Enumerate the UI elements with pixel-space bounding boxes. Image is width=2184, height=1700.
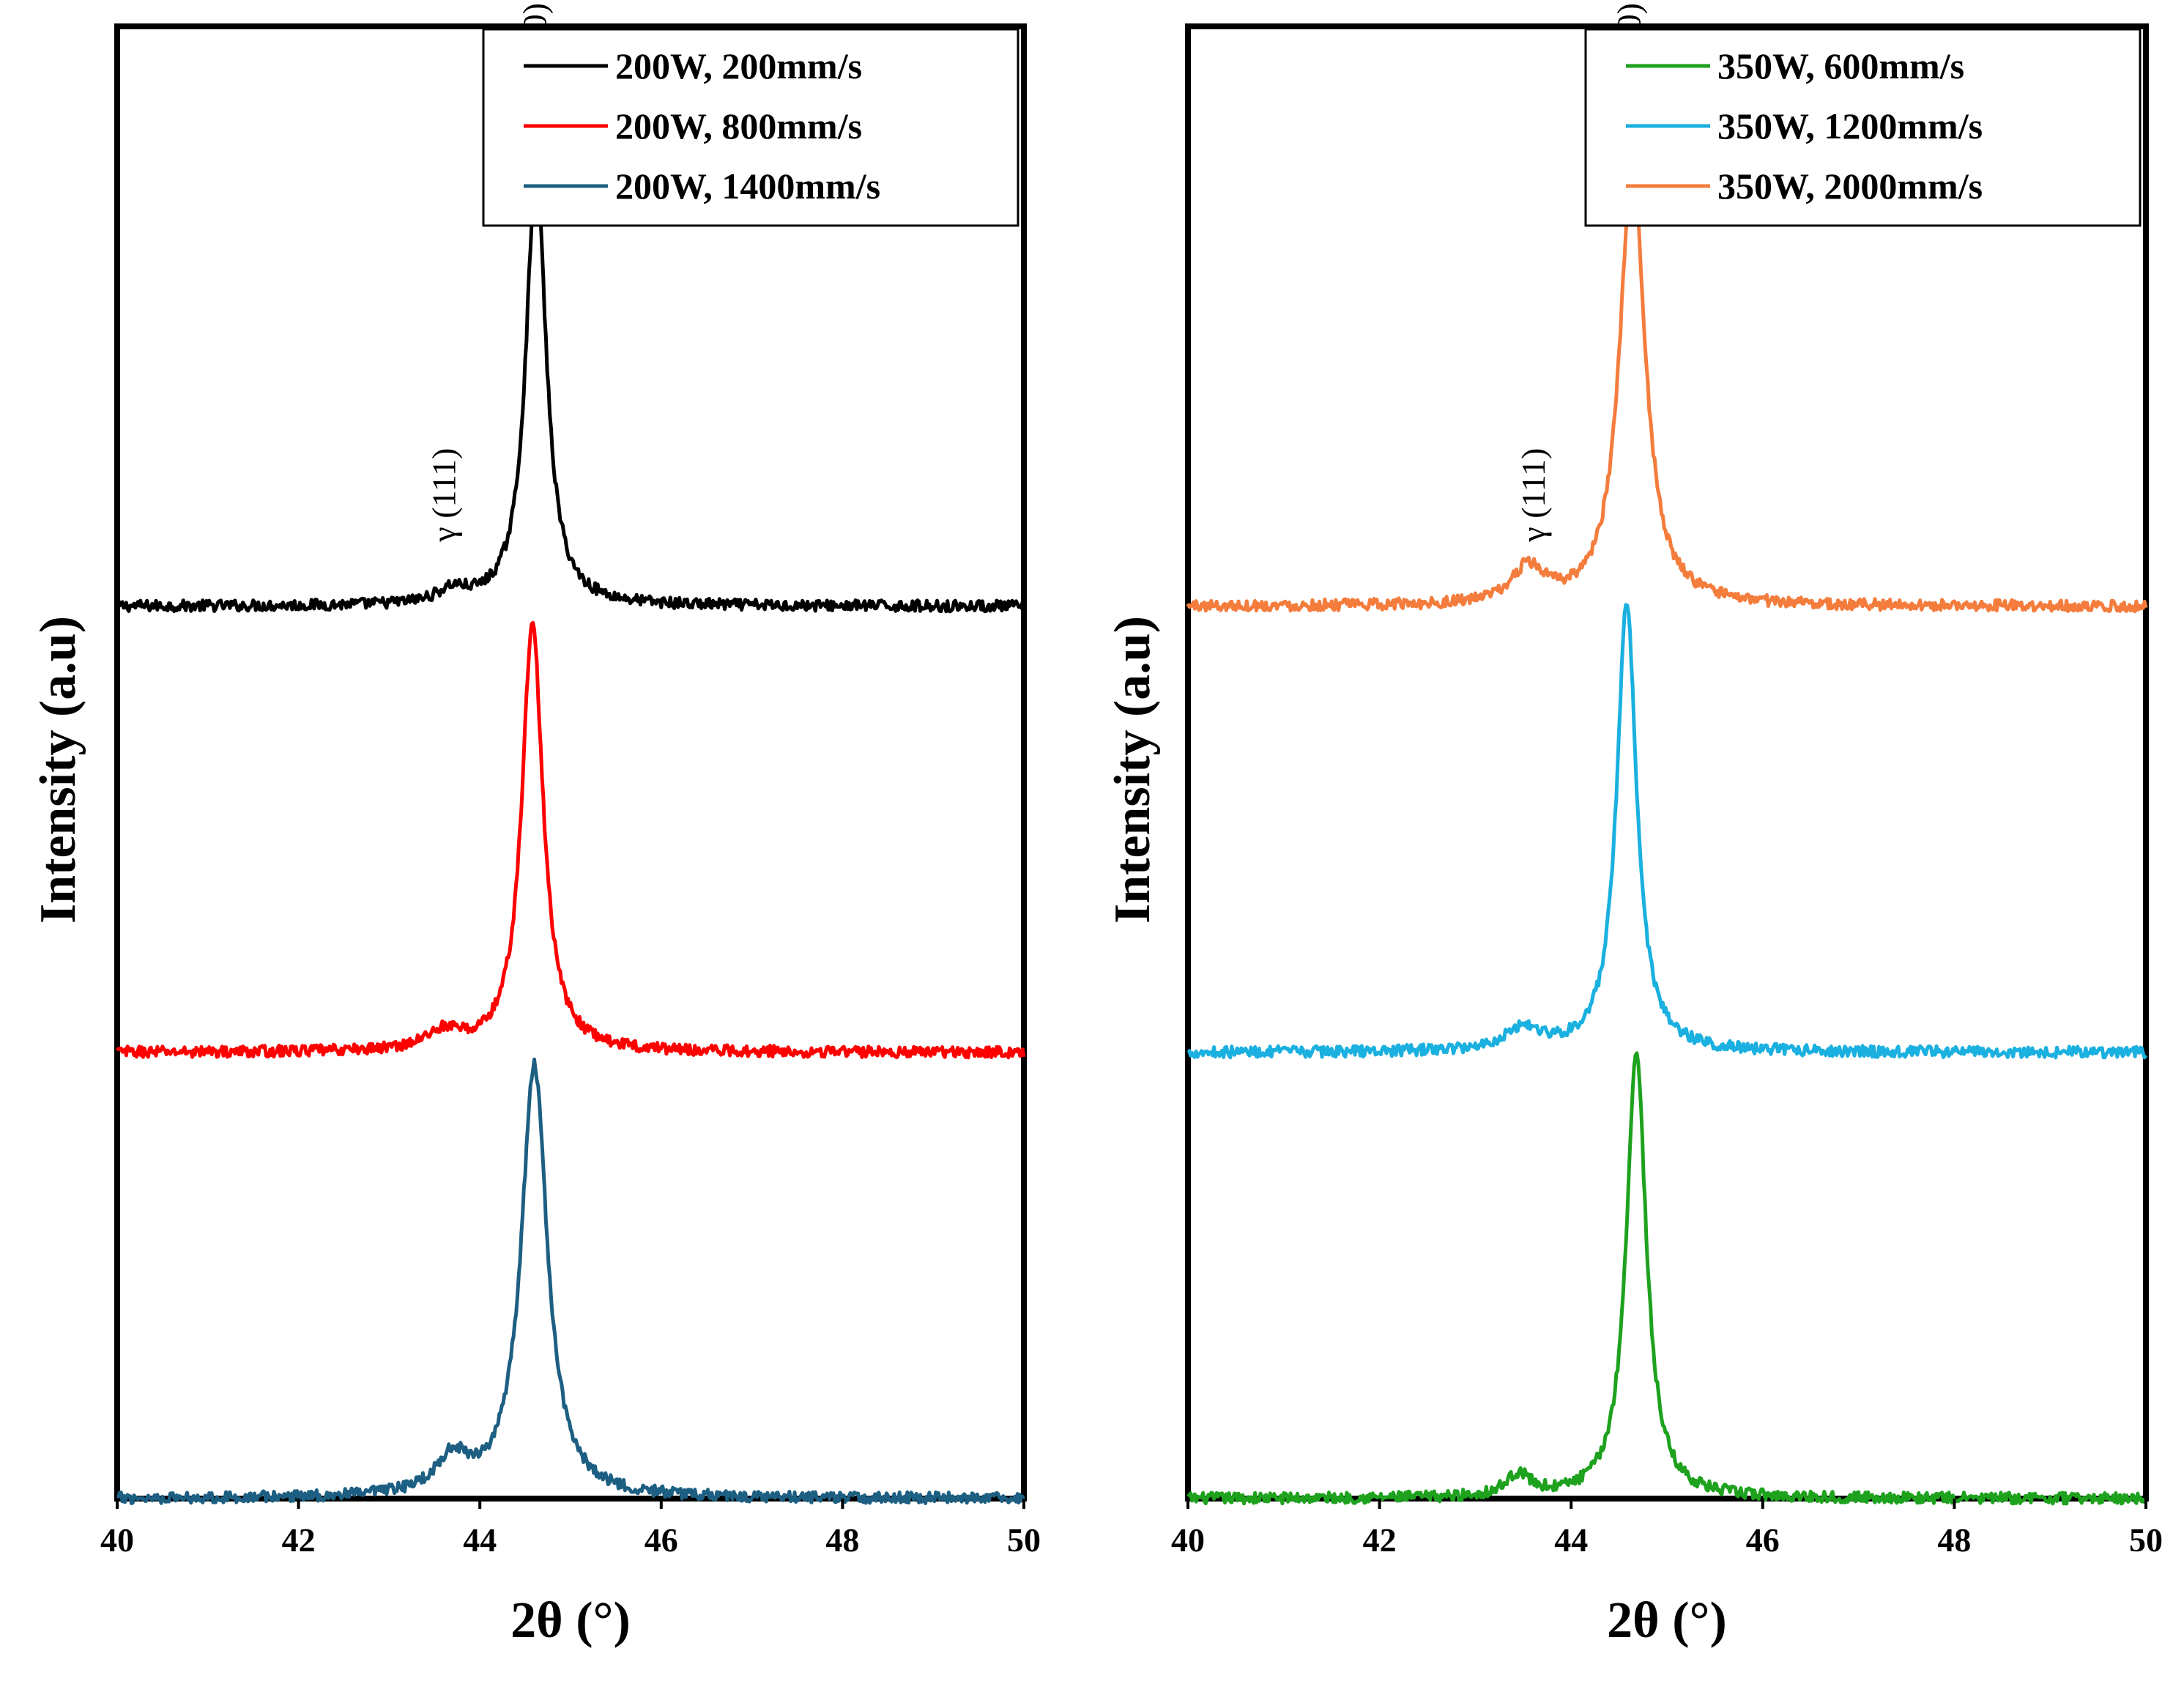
x-tick-label: 46 [1746,1521,1780,1559]
x-tick-label: 40 [100,1521,134,1559]
x-tick-label: 50 [1007,1521,1041,1559]
legend-label: 200W, 1400mm/s [615,166,880,207]
x-tick-label: 44 [463,1521,497,1559]
left-series-group [115,162,1026,1505]
x-tick-label: 40 [1171,1521,1205,1559]
left-legend: 200W, 200mm/s 200W, 800mm/s 200W, 1400mm/s [482,28,1019,227]
series-line-350w-1200mm-s [1186,603,2148,1060]
left-plot-frame [114,23,1027,1502]
legend-label: 200W, 200mm/s [615,45,862,86]
left-x-ticks: 40 42 44 46 48 50 [100,1499,1041,1559]
peak-annotation: γ (111) [1515,448,1552,543]
x-tick-label: 42 [282,1521,316,1559]
x-tick-label: 42 [1363,1521,1397,1559]
series-line-200w-800mm-s [115,620,1026,1060]
right-plot-frame [1185,23,2149,1502]
x-tick-label: 48 [825,1521,859,1559]
right-x-axis-title: 2θ (°) [1607,1592,1727,1649]
series-line-350w-600mm-s [1186,1051,2147,1506]
right-legend: 350W, 600mm/s 350W, 1200mm/s 350W, 2000mm/… [1584,28,2142,227]
right-y-axis-title: Intensity (a.u) [1104,616,1161,924]
left-y-axis-title: Intensity (a.u) [30,616,86,924]
legend-label: 200W, 800mm/s [615,105,862,146]
legend-label: 350W, 2000mm/s [1717,166,1983,207]
x-tick-label: 44 [1554,1521,1588,1559]
series-line-350w-2000mm-s [1186,156,2148,614]
right-series-group [1186,156,2148,1506]
series-line-200w-200mm-s [115,162,1025,614]
legend-label: 350W, 600mm/s [1717,45,1964,86]
left-x-axis-title: 2θ (°) [510,1592,631,1649]
right-x-ticks: 40 42 44 46 48 50 [1171,1499,2163,1559]
series-line-200w-1400mm-s [116,1057,1026,1505]
legend-label: 350W, 1200mm/s [1717,105,1983,146]
x-tick-label: 46 [645,1521,678,1559]
peak-annotation: γ (111) [426,448,463,543]
x-tick-label: 48 [1937,1521,1971,1559]
x-tick-label: 50 [2129,1521,2163,1559]
